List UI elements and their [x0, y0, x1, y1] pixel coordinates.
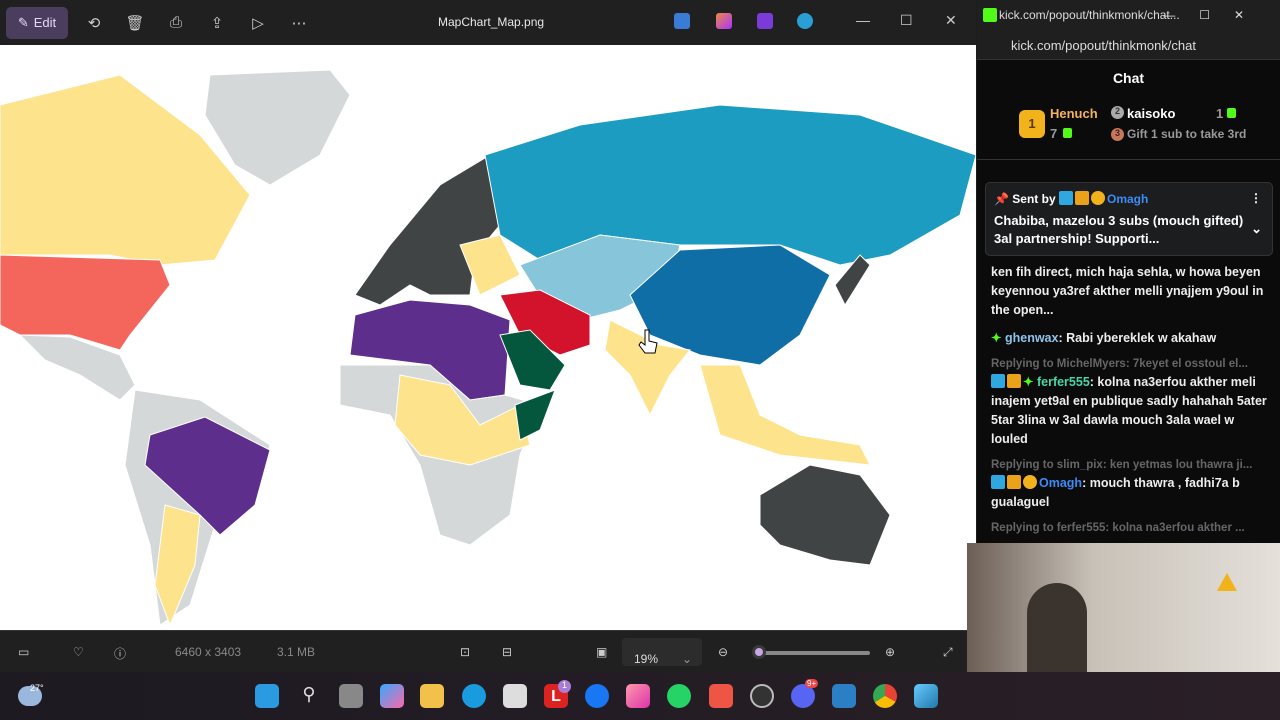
weather-icon[interactable]	[18, 686, 42, 706]
edit-button[interactable]: ✎ Edit	[6, 6, 68, 39]
zoom-in-button[interactable]: ⊕	[885, 645, 896, 659]
app-wave-icon[interactable]	[832, 684, 856, 708]
start-icon[interactable]	[255, 684, 279, 708]
brave-icon[interactable]	[709, 684, 733, 708]
favorite-button[interactable]: ♡	[73, 645, 84, 659]
edge-icon[interactable]	[462, 684, 486, 708]
southeast-asia	[699, 364, 871, 466]
discord-icon[interactable]	[791, 684, 815, 708]
zoom-out-button[interactable]: ⊖	[718, 645, 729, 659]
search-icon[interactable]: ⚲	[302, 684, 316, 704]
zoom-slider[interactable]	[756, 651, 870, 655]
delete-button[interactable]: 🗑	[125, 14, 145, 32]
obs-icon[interactable]	[750, 684, 774, 708]
print-button[interactable]: ⎙	[169, 14, 182, 31]
gift-icon	[1227, 108, 1236, 118]
close-button[interactable]: ✕	[945, 12, 957, 28]
zoom-level-dropdown[interactable]: 19% ⌄	[622, 638, 702, 666]
clipchamp-icon[interactable]	[757, 13, 773, 29]
taskbar: 27° ⚲ L 1 9+	[0, 672, 1280, 720]
argentina	[154, 504, 201, 627]
image-dimensions: 6460 x 3403	[175, 645, 242, 659]
photos-viewer-window: ✎ Edit ⟲ 🗑 ⎙ ⇪ ▷ ⋯ MapChart_Map.png — ☐ ✕…	[0, 0, 976, 672]
usa	[0, 254, 171, 351]
fullscreen-button[interactable]: ⤢	[943, 645, 953, 659]
bottom-bar: ▭ ♡ ⓘ 6460 x 3403 3.1 MB ⊡ ⊟ ▣ 19% ⌄ ⊖ ⊕ …	[0, 630, 976, 672]
minimize-button[interactable]: —	[856, 12, 870, 28]
india	[604, 319, 691, 417]
streamer-figure	[1027, 583, 1087, 672]
fit-button[interactable]: ▣	[596, 645, 608, 659]
russia	[484, 104, 976, 266]
webcam-overlay	[967, 543, 1280, 672]
leader-name[interactable]: Henuch	[1050, 106, 1098, 121]
chat-message: ✦ ghenwax: Rabi ybereklek w akahaw	[991, 331, 1217, 345]
europe-east	[459, 234, 521, 296]
gift-icon	[1063, 128, 1072, 138]
chat-message: ken fih direct, mich haja sehla, w howa …	[991, 265, 1264, 317]
saudi-arabia	[499, 329, 566, 391]
greenland	[204, 69, 351, 186]
zoom-slider-thumb[interactable]	[752, 645, 766, 659]
rotate-button[interactable]: ⟲	[87, 14, 101, 32]
text-scan-button[interactable]: ⊟	[502, 645, 513, 659]
designer-icon[interactable]	[674, 13, 690, 29]
whatsapp-icon[interactable]	[667, 684, 691, 708]
more-icon[interactable]: ⋮	[1250, 191, 1262, 205]
australia	[759, 464, 891, 566]
window-controls[interactable]: —☐✕	[1163, 8, 1268, 22]
chat-header: Chat	[1112, 70, 1145, 86]
pinned-message[interactable]: 📌 Sent by Omagh ⋮ Chabiba, mazelou 3 subs…	[985, 182, 1273, 256]
chat-window: kick.com/popout/thinkmonk/chat... —☐✕ kic…	[977, 0, 1280, 545]
title-bar: ✎ Edit ⟲ 🗑 ⎙ ⇪ ▷ ⋯ MapChart_Map.png — ☐ ✕	[0, 0, 976, 45]
horn-africa	[514, 389, 556, 441]
browser-title-bar: kick.com/popout/thinkmonk/chat... —☐✕	[977, 0, 1280, 30]
weather-temp: 27°	[30, 683, 44, 693]
more-button[interactable]: ⋯	[291, 14, 307, 32]
chrome-icon[interactable]	[873, 684, 897, 708]
filmstrip-button[interactable]: ▭	[18, 645, 30, 659]
chat-message: Omagh: mouch thawra , fadhi7a b gualague…	[991, 475, 1240, 509]
canada	[0, 74, 251, 266]
instagram-icon[interactable]	[626, 684, 650, 708]
file-size: 3.1 MB	[277, 645, 316, 659]
copilot-icon[interactable]	[380, 684, 404, 708]
world-map-image	[0, 45, 976, 630]
share-button[interactable]: ⇪	[210, 14, 224, 32]
info-button[interactable]: ⓘ	[114, 647, 127, 661]
warning-sign-icon	[1217, 573, 1237, 591]
window-title: MapChart_Map.png	[438, 15, 545, 29]
reply-context[interactable]: Replying to slim_pix: ken yetmas lou tha…	[991, 459, 1253, 471]
expand-chevron-icon[interactable]: ⌄	[1251, 221, 1262, 236]
japan	[834, 254, 871, 307]
pin-icon: 📌	[994, 192, 1009, 206]
facebook-icon[interactable]	[585, 684, 609, 708]
slideshow-button[interactable]: ▷	[252, 14, 264, 32]
file-explorer-icon[interactable]	[420, 684, 444, 708]
kick-logo-icon	[983, 8, 997, 22]
chevron-down-icon: ⌄	[681, 652, 692, 666]
onedrive-icon[interactable]	[797, 13, 813, 29]
task-view-icon[interactable]	[339, 684, 363, 708]
store-icon[interactable]	[503, 684, 527, 708]
mexico-central-america	[18, 334, 136, 401]
reply-context[interactable]: Replying to ferfer555: kolna na3erfou ak…	[991, 522, 1245, 534]
gift-leaderboard: 1 Henuch 7 2 kaisoko 1 3 Gift 1 sub to t…	[977, 96, 1280, 160]
photos-icon[interactable]	[914, 684, 938, 708]
url-bar[interactable]: kick.com/popout/thinkmonk/chat	[977, 30, 1280, 60]
maximize-button[interactable]: ☐	[900, 12, 913, 28]
cursor-hand-icon	[638, 329, 658, 354]
visual-search-button[interactable]: ⊡	[460, 645, 471, 659]
copilot-icon[interactable]	[716, 13, 732, 29]
chat-message: ✦ ferfer555: kolna na3erfou akther meli …	[991, 374, 1267, 446]
china	[629, 244, 831, 366]
africa-yellow	[394, 374, 531, 466]
reply-context[interactable]: Replying to MichelMyers: 7keyet el ossto…	[991, 358, 1248, 370]
rank-badge: 1	[1019, 110, 1045, 138]
edit-icon: ✎	[17, 14, 29, 30]
brazil	[144, 416, 271, 536]
